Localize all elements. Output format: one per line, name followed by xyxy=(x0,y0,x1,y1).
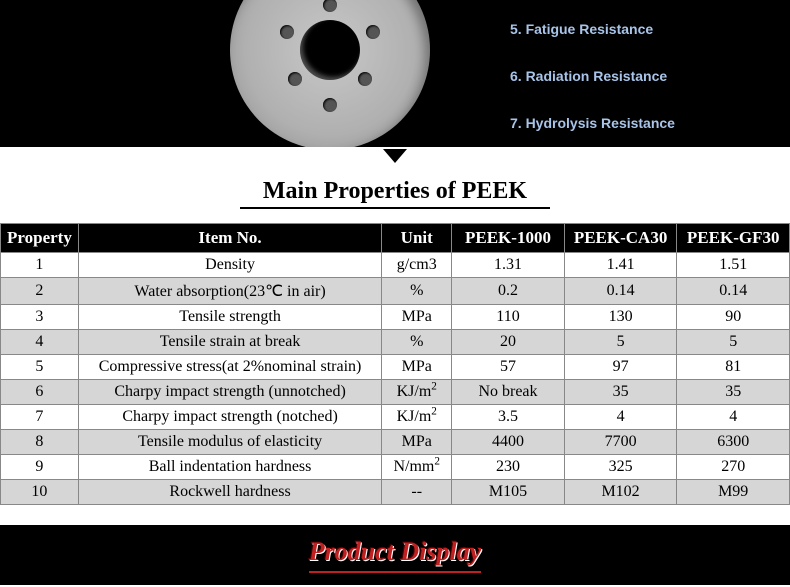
property-value: 1.41 xyxy=(564,253,677,278)
property-unit: MPa xyxy=(382,355,452,380)
features-list: 5. Fatigue Resistance 6. Radiation Resis… xyxy=(510,10,675,147)
property-value: 81 xyxy=(677,355,790,380)
title-underline xyxy=(240,207,550,209)
property-number: 4 xyxy=(1,330,79,355)
property-value: 130 xyxy=(564,305,677,330)
property-unit: g/cm3 xyxy=(382,253,452,278)
property-number: 8 xyxy=(1,430,79,455)
table-row: 4Tensile strain at break%2055 xyxy=(1,330,790,355)
property-number: 1 xyxy=(1,253,79,278)
property-unit: -- xyxy=(382,480,452,505)
table-row: 9Ball indentation hardnessN/mm2230325270 xyxy=(1,455,790,480)
property-unit: N/mm2 xyxy=(382,455,452,480)
property-unit: MPa xyxy=(382,305,452,330)
property-number: 10 xyxy=(1,480,79,505)
property-item: Tensile strain at break xyxy=(78,330,381,355)
table-header-cell: Unit xyxy=(382,224,452,253)
property-number: 3 xyxy=(1,305,79,330)
main-title-text: Main Properties of PEEK xyxy=(263,178,527,204)
table-header-cell: PEEK-CA30 xyxy=(564,224,677,253)
property-value: 325 xyxy=(564,455,677,480)
property-unit: KJ/m2 xyxy=(382,405,452,430)
property-value: 0.2 xyxy=(452,278,565,305)
table-row: 8Tensile modulus of elasticityMPa4400770… xyxy=(1,430,790,455)
property-item: Charpy impact strength (notched) xyxy=(78,405,381,430)
property-value: 4 xyxy=(677,405,790,430)
property-unit: % xyxy=(382,330,452,355)
table-row: 1Densityg/cm31.311.411.51 xyxy=(1,253,790,278)
property-value: 230 xyxy=(452,455,565,480)
feature-item: 5. Fatigue Resistance xyxy=(510,10,675,49)
table-header: PropertyItem No.UnitPEEK-1000PEEK-CA30PE… xyxy=(1,224,790,253)
property-value: M102 xyxy=(564,480,677,505)
property-value: 270 xyxy=(677,455,790,480)
footer-banner: Product Display xyxy=(0,525,790,585)
property-item: Rockwell hardness xyxy=(78,480,381,505)
property-value: 5 xyxy=(677,330,790,355)
property-item: Tensile modulus of elasticity xyxy=(78,430,381,455)
table-row: 5Compressive stress(at 2%nominal strain)… xyxy=(1,355,790,380)
feature-item: 6. Radiation Resistance xyxy=(510,57,675,96)
property-item: Water absorption(23℃ in air) xyxy=(78,278,381,305)
property-item: Density xyxy=(78,253,381,278)
table-row: 3Tensile strengthMPa11013090 xyxy=(1,305,790,330)
property-value: 97 xyxy=(564,355,677,380)
footer-title: Product Display xyxy=(309,537,482,573)
table-header-cell: PEEK-GF30 xyxy=(677,224,790,253)
table-header-cell: Item No. xyxy=(78,224,381,253)
property-unit: % xyxy=(382,278,452,305)
property-number: 6 xyxy=(1,380,79,405)
property-item: Compressive stress(at 2%nominal strain) xyxy=(78,355,381,380)
property-value: 110 xyxy=(452,305,565,330)
property-value: 6300 xyxy=(677,430,790,455)
feature-item: 7. Hydrolysis Resistance xyxy=(510,104,675,143)
property-item: Ball indentation hardness xyxy=(78,455,381,480)
table-row: 2Water absorption(23℃ in air)%0.20.140.1… xyxy=(1,278,790,305)
property-value: 5 xyxy=(564,330,677,355)
property-number: 2 xyxy=(1,278,79,305)
property-value: 0.14 xyxy=(677,278,790,305)
property-number: 7 xyxy=(1,405,79,430)
property-value: 57 xyxy=(452,355,565,380)
property-unit: MPa xyxy=(382,430,452,455)
property-value: 35 xyxy=(677,380,790,405)
property-value: 35 xyxy=(564,380,677,405)
property-value: 7700 xyxy=(564,430,677,455)
property-value: No break xyxy=(452,380,565,405)
property-value: 1.31 xyxy=(452,253,565,278)
product-disc-image xyxy=(230,0,430,147)
table-row: 7Charpy impact strength (notched)KJ/m23.… xyxy=(1,405,790,430)
table-header-cell: Property xyxy=(1,224,79,253)
property-value: 4400 xyxy=(452,430,565,455)
property-unit: KJ/m2 xyxy=(382,380,452,405)
table-body: 1Densityg/cm31.311.411.512Water absorpti… xyxy=(1,253,790,505)
properties-table: PropertyItem No.UnitPEEK-1000PEEK-CA30PE… xyxy=(0,223,790,505)
property-item: Charpy impact strength (unnotched) xyxy=(78,380,381,405)
property-value: 20 xyxy=(452,330,565,355)
property-value: 4 xyxy=(564,405,677,430)
property-item: Tensile strength xyxy=(78,305,381,330)
hero-section: 5. Fatigue Resistance 6. Radiation Resis… xyxy=(0,0,790,147)
property-number: 5 xyxy=(1,355,79,380)
property-number: 9 xyxy=(1,455,79,480)
property-value: 1.51 xyxy=(677,253,790,278)
main-title: Main Properties of PEEK xyxy=(0,178,790,209)
property-value: M105 xyxy=(452,480,565,505)
property-value: 90 xyxy=(677,305,790,330)
table-row: 6Charpy impact strength (unnotched)KJ/m2… xyxy=(1,380,790,405)
table-row: 10Rockwell hardness--M105M102M99 xyxy=(1,480,790,505)
down-arrow-icon xyxy=(0,149,790,170)
property-value: 3.5 xyxy=(452,405,565,430)
property-value: M99 xyxy=(677,480,790,505)
table-header-cell: PEEK-1000 xyxy=(452,224,565,253)
property-value: 0.14 xyxy=(564,278,677,305)
